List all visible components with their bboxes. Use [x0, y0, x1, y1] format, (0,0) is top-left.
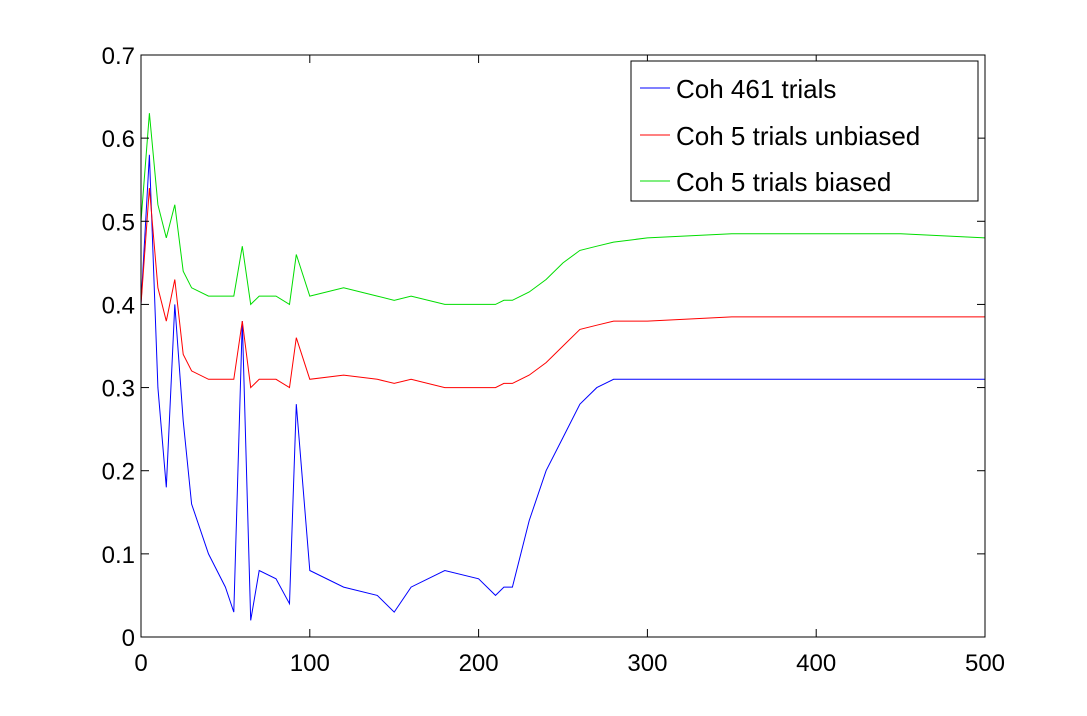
legend-label-coh-5-unbiased: Coh 5 trials unbiased [676, 121, 920, 151]
y-tick-label: 0.2 [102, 459, 135, 486]
series-line-coh-461-trials [140, 154, 985, 621]
legend-label-coh-461: Coh 461 trials [676, 74, 836, 104]
y-tick-label: 0.7 [102, 43, 135, 70]
series-line-coh-5-trials-unbiased [140, 187, 985, 389]
y-tick-label: 0 [122, 625, 135, 652]
y-tick-label: 0.5 [102, 209, 135, 236]
x-tick-label: 300 [627, 650, 667, 677]
x-tick-label: 100 [290, 650, 330, 677]
series-line-coh-5-trials-biased [140, 113, 986, 306]
y-tick-label: 0.4 [102, 292, 135, 319]
x-tick-label: 400 [796, 650, 836, 677]
plot-frame [140, 54, 986, 638]
x-tick-label: 200 [459, 650, 499, 677]
legend-label-coh-5-biased: Coh 5 trials biased [676, 167, 891, 197]
y-tick-label: 0.1 [102, 542, 135, 569]
x-tick-label: 500 [965, 650, 1005, 677]
legend: Coh 461 trials Coh 5 trials unbiased Coh… [630, 60, 979, 202]
y-tick-label: 0.3 [102, 376, 135, 403]
legend-box [630, 60, 979, 202]
ticks-layer: 0 100 200 300 400 500 0 0.1 0.2 0.3 0.4 0.5 0.6 0.7 [102, 43, 1005, 677]
y-tick-label: 0.6 [102, 126, 135, 153]
series-layer [140, 113, 986, 621]
x-tick-label: 0 [134, 650, 147, 677]
